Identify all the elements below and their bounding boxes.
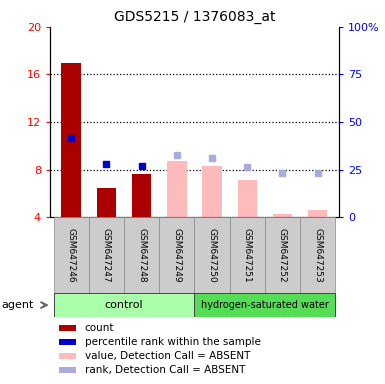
FancyBboxPatch shape [89,217,124,293]
Bar [62,63,81,217]
Bar [273,214,292,217]
Text: GSM647249: GSM647249 [172,228,181,283]
Text: GSM647246: GSM647246 [67,228,76,283]
FancyBboxPatch shape [300,217,335,293]
FancyBboxPatch shape [159,217,194,293]
Bar [194,293,335,317]
Text: GSM647251: GSM647251 [243,228,252,283]
Text: rank, Detection Call = ABSENT: rank, Detection Call = ABSENT [85,365,245,375]
Title: GDS5215 / 1376083_at: GDS5215 / 1376083_at [114,10,275,25]
Bar [238,180,257,217]
Text: count: count [85,323,114,333]
Text: GSM647248: GSM647248 [137,228,146,283]
Bar [132,174,151,217]
Text: GSM647247: GSM647247 [102,228,111,283]
Text: percentile rank within the sample: percentile rank within the sample [85,337,261,347]
Bar [59,325,76,331]
Bar [54,293,194,317]
Bar [97,187,116,217]
Text: control: control [105,300,143,310]
Text: value, Detection Call = ABSENT: value, Detection Call = ABSENT [85,351,250,361]
Text: GSM647250: GSM647250 [208,228,216,283]
Bar [59,339,76,345]
FancyBboxPatch shape [265,217,300,293]
FancyBboxPatch shape [229,217,265,293]
Text: hydrogen-saturated water: hydrogen-saturated water [201,300,329,310]
Bar [59,367,76,373]
FancyBboxPatch shape [194,217,229,293]
Bar [308,210,327,217]
Bar [203,166,222,217]
Bar [167,161,186,217]
Text: GSM647253: GSM647253 [313,228,322,283]
FancyBboxPatch shape [54,217,89,293]
Text: GSM647252: GSM647252 [278,228,287,283]
FancyBboxPatch shape [124,217,159,293]
Bar [59,353,76,359]
Text: agent: agent [2,300,34,310]
